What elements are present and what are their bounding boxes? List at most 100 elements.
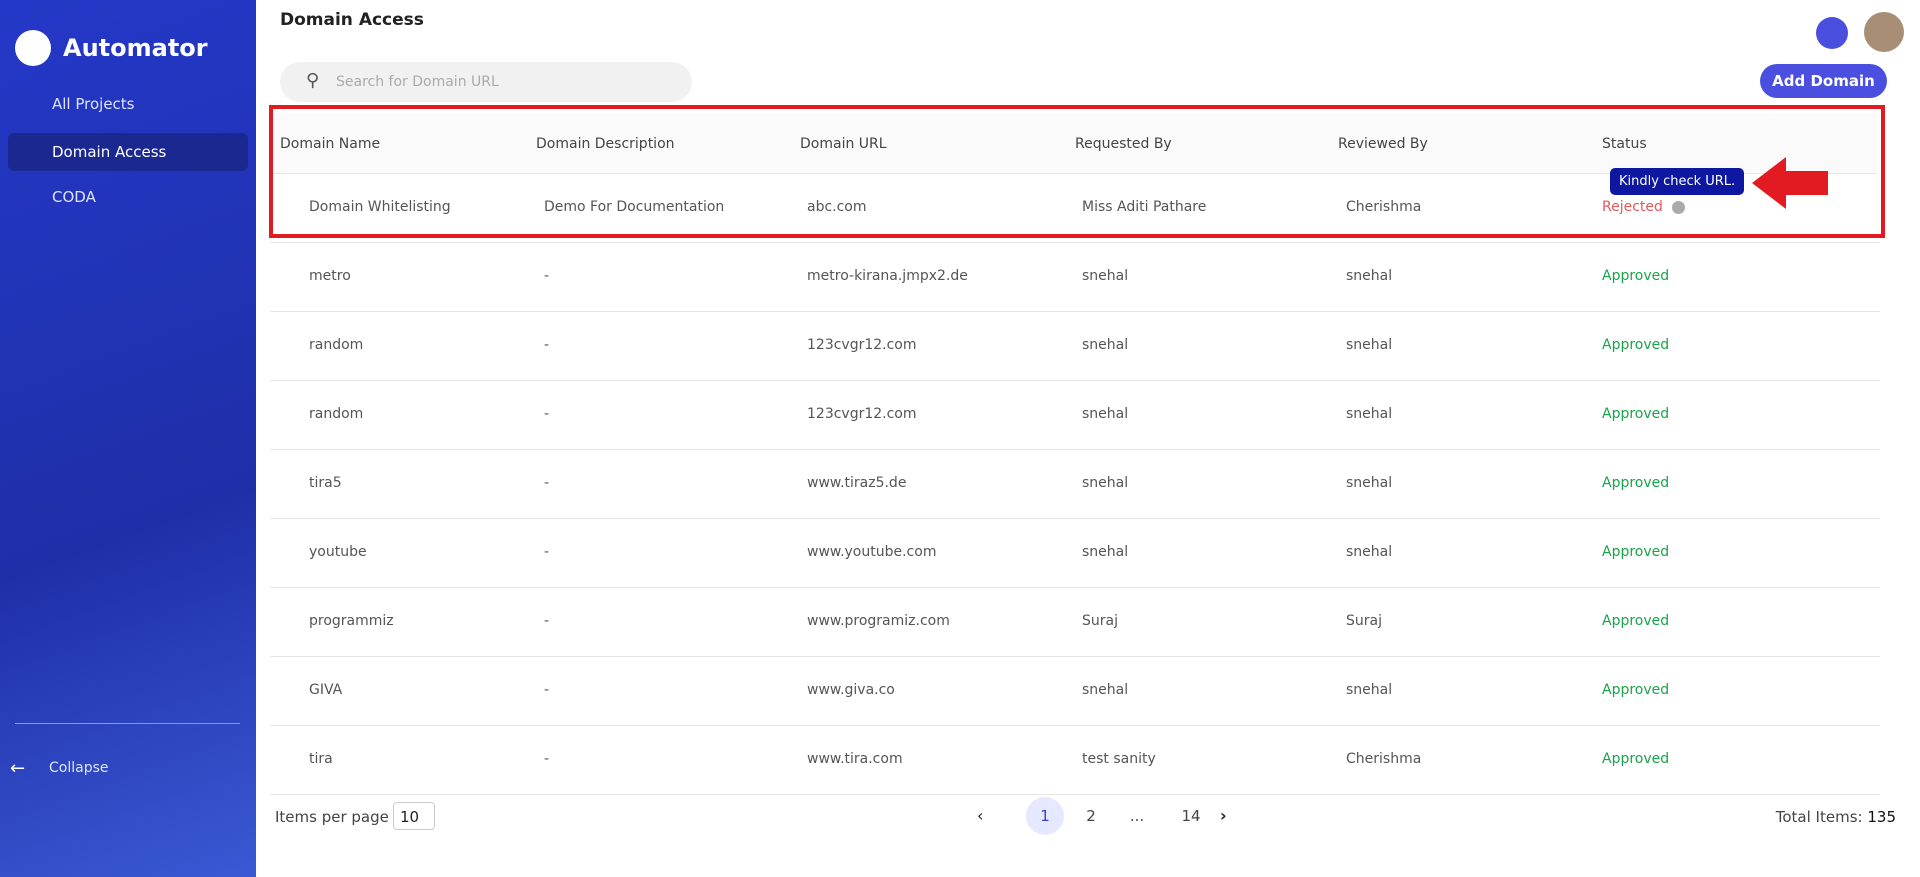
notification[interactable] bbox=[1816, 17, 1848, 49]
total-label: Total Items: bbox=[1775, 808, 1863, 826]
cell: www.youtube.com bbox=[807, 544, 937, 560]
cell: metro-kirana.jmpx2.de bbox=[807, 268, 968, 284]
row-divider bbox=[270, 725, 1880, 726]
table-header bbox=[270, 113, 1876, 174]
status: Approved bbox=[1602, 268, 1670, 284]
cell: www.programiz.com bbox=[807, 613, 950, 629]
cell: snehal bbox=[1082, 406, 1129, 422]
cell: 123cvgr12.com bbox=[807, 337, 917, 353]
row-divider bbox=[270, 587, 1880, 588]
cell: snehal bbox=[1346, 337, 1393, 353]
search-icon: ⚲ bbox=[306, 70, 320, 91]
status: Approved bbox=[1602, 682, 1670, 698]
cell: - bbox=[544, 751, 550, 767]
page-title: Domain Access bbox=[280, 10, 424, 30]
column-header: Requested By bbox=[1075, 136, 1172, 152]
total: Total Items: 135 bbox=[1776, 808, 1896, 826]
info-icon[interactable] bbox=[1672, 201, 1685, 214]
cell: programmiz bbox=[309, 613, 394, 629]
cell: snehal bbox=[1346, 268, 1393, 284]
cell: tira bbox=[309, 751, 333, 767]
column-header: Status bbox=[1602, 136, 1647, 152]
cell: snehal bbox=[1082, 544, 1129, 560]
cell: Cherishma bbox=[1346, 751, 1422, 767]
cell: snehal bbox=[1346, 682, 1393, 698]
logo bbox=[15, 30, 51, 66]
cell: test sanity bbox=[1082, 751, 1156, 767]
cell: GIVA bbox=[309, 682, 343, 698]
row-divider bbox=[270, 242, 1880, 243]
collapse-icon: ← bbox=[10, 758, 26, 779]
cell: - bbox=[544, 613, 550, 629]
column-header: Domain URL bbox=[800, 136, 887, 152]
nav-item[interactable]: Domain Access bbox=[8, 133, 248, 171]
row-divider bbox=[270, 311, 1880, 312]
avatar[interactable] bbox=[1864, 12, 1904, 52]
cell: 123cvgr12.com bbox=[807, 406, 917, 422]
cell: snehal bbox=[1082, 475, 1129, 491]
cell: - bbox=[544, 268, 550, 284]
next-page[interactable]: › bbox=[1220, 806, 1227, 825]
cell: youtube bbox=[309, 544, 367, 560]
status: Approved bbox=[1602, 337, 1670, 353]
cell: Cherishma bbox=[1346, 199, 1422, 215]
cell: www.tira.com bbox=[807, 751, 903, 767]
cell: metro bbox=[309, 268, 351, 284]
arrow bbox=[1752, 157, 1828, 209]
status: Approved bbox=[1602, 751, 1670, 767]
row-divider bbox=[270, 794, 1880, 795]
brand: Automator bbox=[63, 34, 208, 62]
cell: - bbox=[544, 475, 550, 491]
items-per-page[interactable]: 10 bbox=[393, 802, 435, 830]
divider bbox=[15, 723, 240, 724]
cell: random bbox=[309, 337, 364, 353]
cell: abc.com bbox=[807, 199, 867, 215]
cell: random bbox=[309, 406, 364, 422]
sidebar: Automator All Projects Domain Access COD… bbox=[0, 0, 256, 877]
cell: snehal bbox=[1346, 406, 1393, 422]
cell: tira5 bbox=[309, 475, 342, 491]
row-divider bbox=[270, 380, 1880, 381]
search-box[interactable]: ⚲ Search for Domain URL bbox=[280, 62, 692, 102]
items-per-page-label: Items per page bbox=[275, 808, 389, 826]
cell: - bbox=[544, 337, 550, 353]
column-header: Domain Name bbox=[280, 136, 381, 152]
cell: snehal bbox=[1346, 544, 1393, 560]
page-button[interactable]: 2 bbox=[1086, 807, 1096, 825]
nav-item[interactable]: CODA bbox=[52, 188, 96, 206]
cell: www.giva.co bbox=[807, 682, 895, 698]
cell: - bbox=[544, 682, 550, 698]
collapse[interactable]: Collapse bbox=[49, 760, 109, 776]
row-divider bbox=[270, 518, 1880, 519]
page-button[interactable]: 14 bbox=[1181, 807, 1201, 825]
row-divider bbox=[270, 449, 1880, 450]
cell: Demo For Documentation bbox=[544, 199, 725, 215]
cell: Suraj bbox=[1346, 613, 1382, 629]
tooltip: Kindly check URL. bbox=[1610, 168, 1745, 195]
nav-item[interactable]: All Projects bbox=[52, 95, 135, 113]
status: Approved bbox=[1602, 475, 1670, 491]
cell: Miss Aditi Pathare bbox=[1082, 199, 1207, 215]
cell: www.tiraz5.de bbox=[807, 475, 907, 491]
status: Approved bbox=[1602, 544, 1670, 560]
column-header: Reviewed By bbox=[1338, 136, 1428, 152]
prev-page[interactable]: ‹ bbox=[977, 806, 984, 825]
row-divider bbox=[270, 656, 1880, 657]
cell: snehal bbox=[1082, 682, 1129, 698]
cell: snehal bbox=[1082, 337, 1129, 353]
cell: - bbox=[544, 406, 550, 422]
status: Approved bbox=[1602, 613, 1670, 629]
cell: Domain Whitelisting bbox=[309, 199, 451, 215]
page-button[interactable]: 1 bbox=[1026, 797, 1064, 835]
cell: snehal bbox=[1082, 268, 1129, 284]
highlight-box bbox=[269, 105, 1885, 238]
add-button[interactable]: Add Domain bbox=[1760, 64, 1887, 98]
total-value: 135 bbox=[1867, 808, 1896, 826]
search-placeholder: Search for Domain URL bbox=[336, 74, 499, 90]
cell: - bbox=[544, 544, 550, 560]
status: Rejected bbox=[1602, 199, 1663, 215]
page-button[interactable]: ... bbox=[1129, 807, 1145, 825]
cell: Suraj bbox=[1082, 613, 1118, 629]
status: Approved bbox=[1602, 406, 1670, 422]
cell: snehal bbox=[1346, 475, 1393, 491]
